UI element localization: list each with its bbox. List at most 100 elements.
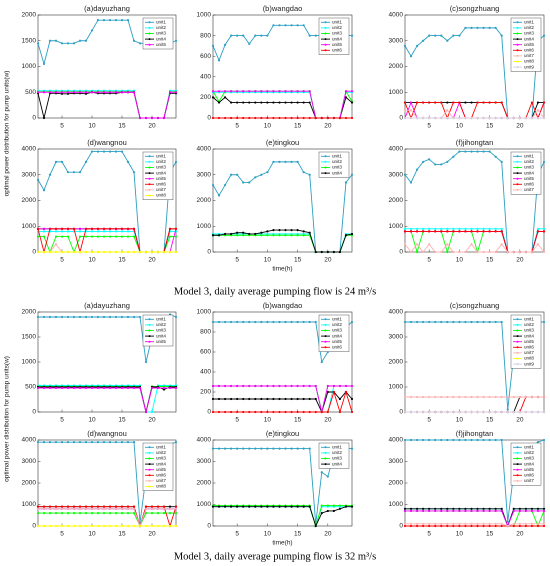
chart-title: (a)dayuzhang <box>84 301 130 310</box>
x-tick-label: 20 <box>516 257 524 264</box>
point <box>409 438 413 442</box>
point <box>266 320 269 324</box>
x-tick-label: 20 <box>148 257 156 264</box>
point <box>302 320 305 324</box>
point <box>260 410 263 414</box>
point <box>102 227 106 230</box>
point <box>530 509 534 513</box>
legend-marker <box>148 468 151 471</box>
y-tick-label: 1500 <box>22 37 37 44</box>
point <box>518 250 521 254</box>
legend-marker <box>516 172 519 175</box>
point <box>482 507 485 510</box>
legend-marker <box>148 183 151 186</box>
point <box>266 410 269 414</box>
point <box>156 250 160 254</box>
point <box>108 235 112 238</box>
point <box>72 42 76 45</box>
point <box>344 505 348 508</box>
point <box>518 507 521 510</box>
legend-label: unit8 <box>524 356 534 361</box>
point <box>500 160 503 163</box>
point <box>108 386 112 390</box>
point <box>54 235 58 238</box>
point <box>108 524 112 528</box>
point <box>488 438 491 442</box>
legend-label: unit2 <box>524 450 534 455</box>
point <box>422 522 425 525</box>
point <box>512 509 515 513</box>
x-tick-label: 20 <box>148 531 156 538</box>
legend-box <box>318 17 350 55</box>
point <box>415 507 419 510</box>
legend-label: unit3 <box>524 31 534 36</box>
point <box>248 397 251 401</box>
x-tick-label: 15 <box>118 257 126 264</box>
point <box>403 509 407 513</box>
y-tick-label: 0 <box>399 523 403 530</box>
point <box>266 447 269 450</box>
y-tick-label: 3000 <box>389 171 404 178</box>
point <box>464 26 467 29</box>
point <box>488 230 491 233</box>
point <box>96 250 100 254</box>
x-tick-label: 10 <box>88 123 96 130</box>
point <box>440 34 443 37</box>
legend-label: unit3 <box>524 165 534 170</box>
point <box>108 511 112 515</box>
point <box>409 522 413 525</box>
point <box>422 438 425 442</box>
x-tick-label: 20 <box>148 417 156 424</box>
legend-label: unit2 <box>156 25 166 30</box>
point <box>78 39 82 42</box>
point <box>415 438 419 442</box>
point <box>494 522 497 525</box>
point <box>236 410 239 414</box>
point <box>482 410 485 414</box>
x-tick-label: 20 <box>516 123 524 130</box>
point <box>60 92 64 95</box>
point <box>494 227 497 230</box>
point <box>174 235 178 238</box>
point <box>138 315 142 319</box>
legend-label: unit3 <box>332 165 342 170</box>
point <box>211 320 215 324</box>
point <box>96 235 100 238</box>
chart-title: (b)wangdao <box>263 4 303 13</box>
y-tick-label: 2000 <box>22 197 37 204</box>
point <box>488 507 491 510</box>
legend-marker <box>516 363 519 366</box>
point <box>470 524 473 528</box>
point <box>266 171 269 174</box>
point <box>174 227 178 230</box>
legend-marker <box>148 188 151 191</box>
point <box>278 505 281 508</box>
point <box>126 160 130 163</box>
point <box>132 227 136 230</box>
point <box>230 384 233 388</box>
legend-label: unit2 <box>524 25 534 30</box>
point <box>60 250 64 254</box>
point <box>530 101 534 104</box>
point <box>108 315 112 319</box>
point <box>248 101 251 104</box>
legend-marker <box>324 335 327 338</box>
point <box>60 511 64 515</box>
point <box>217 397 221 401</box>
point <box>536 410 540 414</box>
legend-label: unit4 <box>332 36 342 41</box>
point <box>403 524 407 528</box>
point <box>344 384 348 388</box>
point <box>90 91 94 94</box>
point <box>114 507 118 510</box>
point <box>452 507 455 510</box>
point <box>488 26 491 29</box>
point <box>211 116 215 120</box>
point <box>102 315 106 319</box>
point <box>409 410 413 414</box>
point <box>174 505 178 508</box>
point <box>409 395 413 399</box>
legend-marker <box>148 446 151 449</box>
